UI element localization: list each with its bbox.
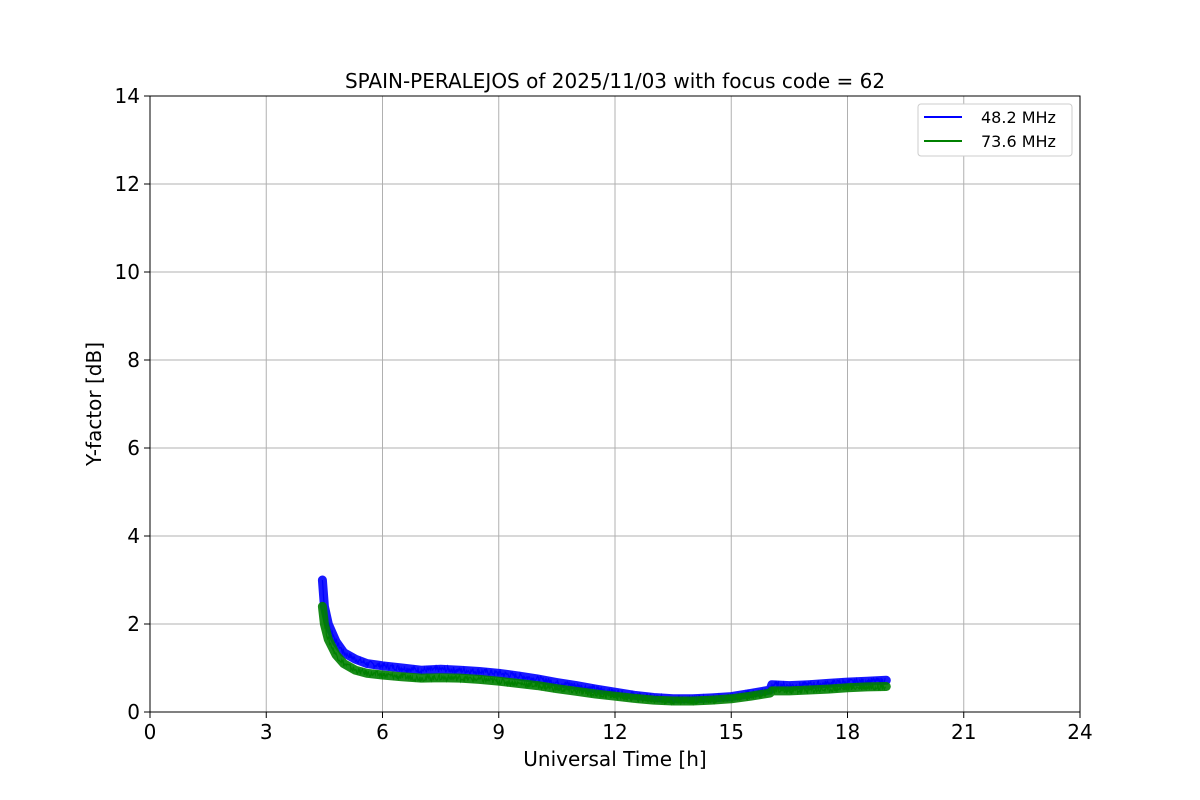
chart-title: SPAIN-PERALEJOS of 2025/11/03 with focus… xyxy=(345,69,885,93)
y-axis-title: Y-factor [dB] xyxy=(82,342,106,467)
y-tick-label: 2 xyxy=(127,612,140,636)
x-tick-label: 18 xyxy=(835,720,860,744)
series-line-73 xyxy=(321,609,887,706)
x-tick-label: 3 xyxy=(260,720,273,744)
x-axis-title: Universal Time [h] xyxy=(523,747,706,771)
y-tick-label: 12 xyxy=(115,172,140,196)
y-tick-label: 10 xyxy=(115,260,140,284)
legend-label-48: 48.2 MHz xyxy=(981,108,1056,127)
y-tick-label: 8 xyxy=(127,348,140,372)
x-tick-label: 12 xyxy=(602,720,627,744)
legend: 48.2 MHz 73.6 MHz xyxy=(917,103,1073,157)
x-tick-label: 0 xyxy=(144,720,157,744)
y-tick-label: 14 xyxy=(115,84,140,108)
y-tick-label: 4 xyxy=(127,524,140,548)
y-tick-label: 6 xyxy=(127,436,140,460)
y-tick-label: 0 xyxy=(127,700,140,724)
x-tick-label: 15 xyxy=(719,720,744,744)
x-tick-label: 6 xyxy=(376,720,389,744)
x-tick-label: 9 xyxy=(492,720,505,744)
series-layer xyxy=(317,575,891,706)
x-tick-label: 21 xyxy=(951,720,976,744)
legend-label-73: 73.6 MHz xyxy=(981,132,1056,151)
x-tick-label: 24 xyxy=(1067,720,1092,744)
